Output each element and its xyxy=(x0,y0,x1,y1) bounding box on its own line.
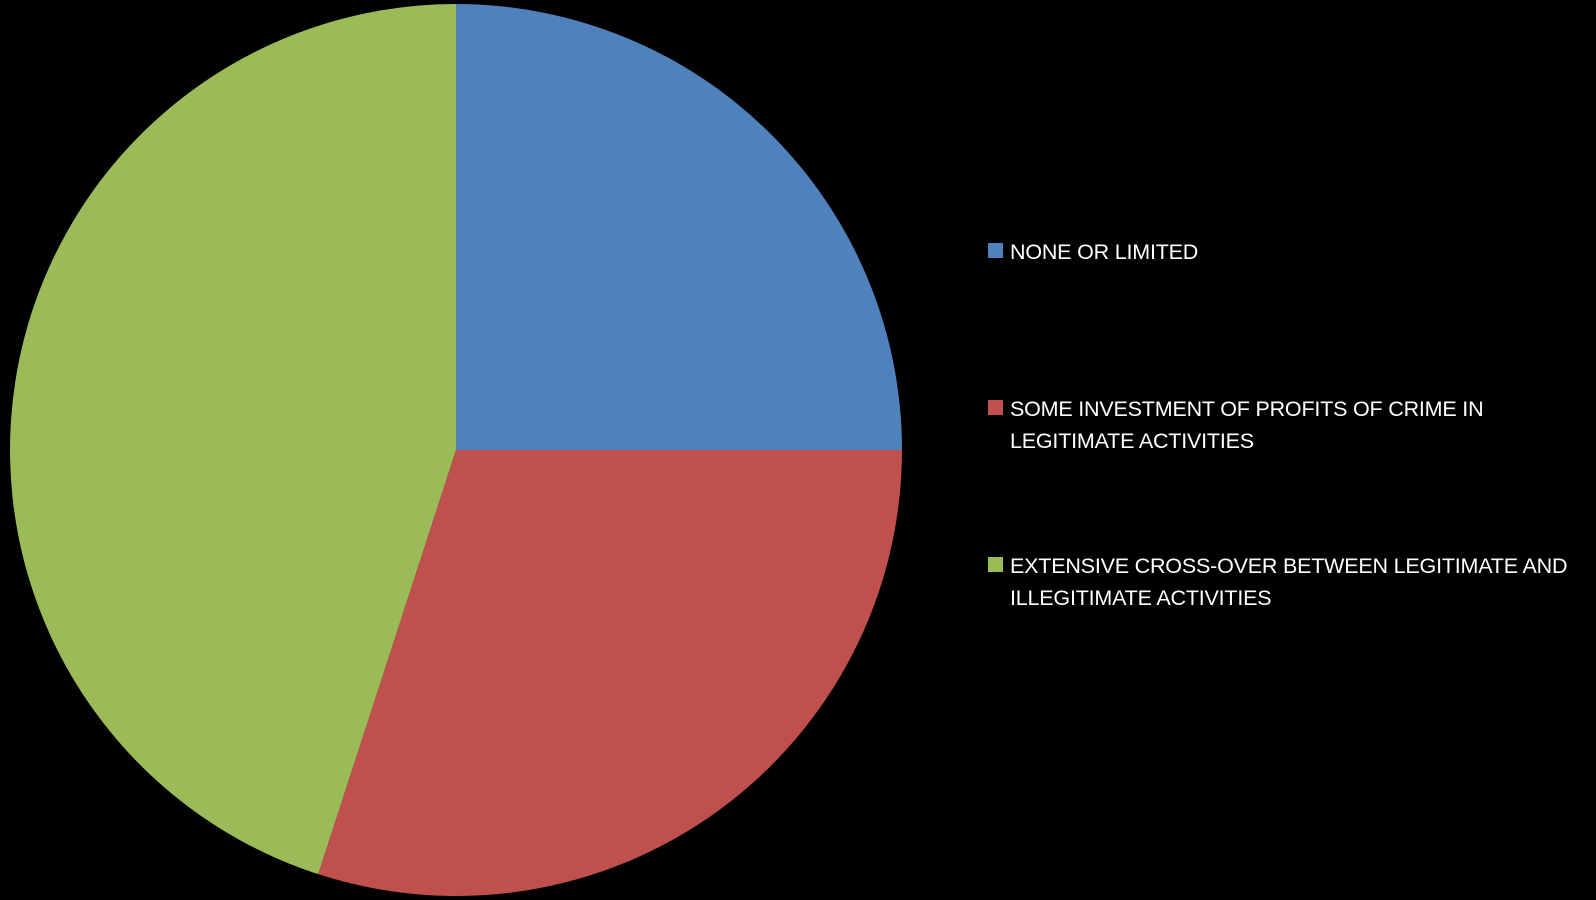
pie-slice-extensive-cross-over-between-legitimate-and-illegitimate-activities xyxy=(9,4,456,875)
pie-slice-none-or-limited xyxy=(456,4,902,450)
legend-item-some-investment: SOME INVESTMENT OF PROFITS OF CRIME IN L… xyxy=(988,393,1580,457)
pie-slice-some-investment-of-profits-of-crime-in-legitimate-activities xyxy=(318,450,902,897)
legend-label-some-investment: SOME INVESTMENT OF PROFITS OF CRIME IN L… xyxy=(1010,397,1484,453)
legend-swatch-some-investment xyxy=(988,400,1003,415)
legend-swatch-none-or-limited xyxy=(988,243,1003,258)
legend-swatch-extensive-cross-over xyxy=(988,557,1003,572)
legend: NONE OR LIMITED SOME INVESTMENT OF PROFI… xyxy=(988,0,1588,900)
legend-item-none-or-limited: NONE OR LIMITED xyxy=(988,236,1580,268)
legend-label-none-or-limited: NONE OR LIMITED xyxy=(1010,240,1199,264)
legend-label-extensive-cross-over: EXTENSIVE CROSS-OVER BETWEEN LEGITIMATE … xyxy=(1010,554,1568,610)
legend-item-extensive-cross-over: EXTENSIVE CROSS-OVER BETWEEN LEGITIMATE … xyxy=(988,550,1580,614)
